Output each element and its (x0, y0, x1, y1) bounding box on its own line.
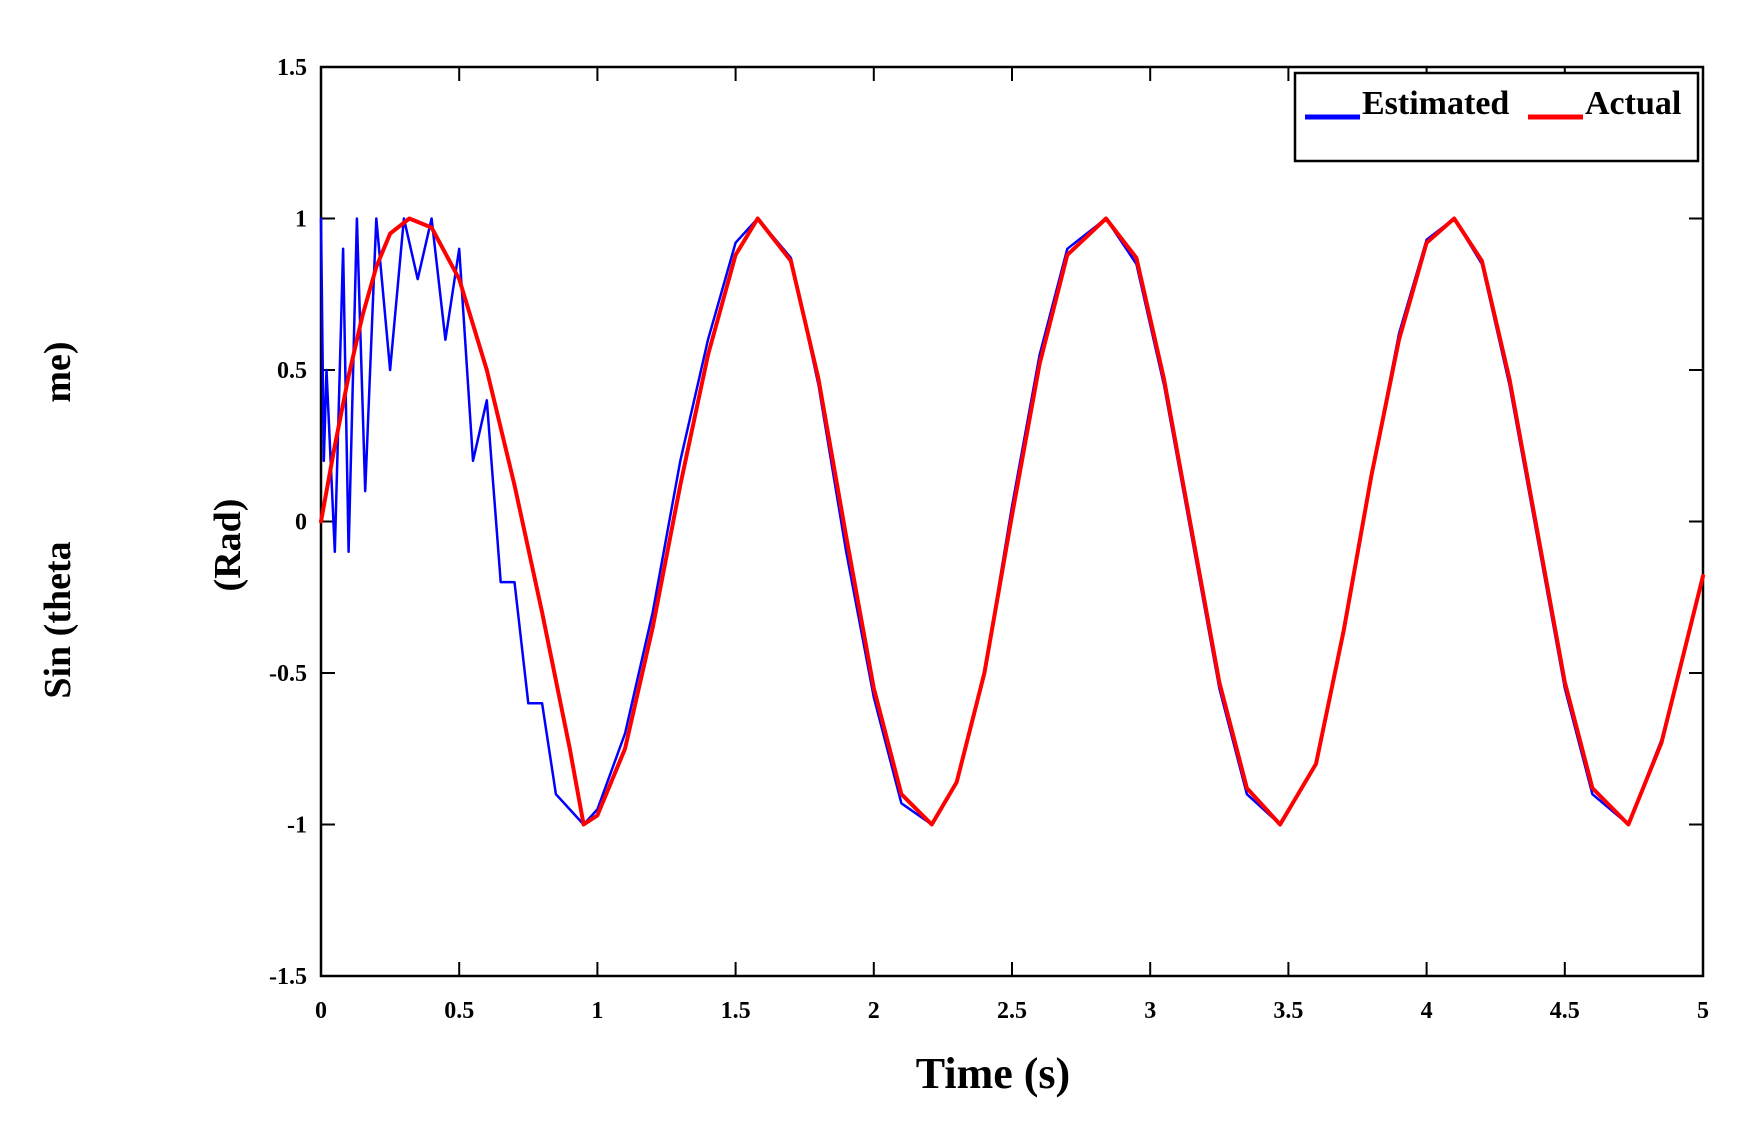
y-axis-label-part-1: Sin (theta (37, 541, 79, 698)
y-axis-label-part-3: (Rad) (207, 499, 249, 592)
series-layer (319, 216, 1705, 827)
x-tick-label: 5 (1697, 998, 1709, 1024)
legend: Estimated Actual (1293, 71, 1700, 163)
y-tick-label: -1.5 (269, 964, 307, 990)
legend-box (1293, 71, 1700, 163)
y-tick-label: 0 (295, 510, 307, 536)
x-tick-label: 0 (315, 998, 327, 1024)
x-tick-label: 1 (591, 998, 603, 1024)
legend-actual-label: Actual (1585, 85, 1681, 122)
y-tick-label: 1.5 (277, 55, 307, 81)
y-axis-ticks: 1.5 1 0.5 0 -0.5 -1 -1.5 (269, 55, 1703, 990)
x-tick-label: 0.5 (444, 998, 474, 1024)
x-tick-label: 4 (1421, 998, 1433, 1024)
x-tick-label: 2.5 (997, 998, 1027, 1024)
x-axis-label: Time (s) (916, 1049, 1070, 1098)
y-tick-label: 0.5 (277, 358, 307, 384)
y-axis-label-part-2: me) (37, 341, 79, 402)
x-tick-label: 1.5 (721, 998, 751, 1024)
legend-estimated-label: Estimated (1362, 85, 1509, 122)
y-tick-label: -1 (287, 813, 307, 839)
y-tick-label: 1 (295, 207, 307, 233)
x-tick-label: 3.5 (1273, 998, 1303, 1024)
x-axis-ticks: 0 0.5 1 1.5 2 2.5 3 3.5 4 4.5 5 (315, 67, 1709, 1024)
x-tick-label: 4.5 (1550, 998, 1580, 1024)
x-tick-label: 3 (1144, 998, 1156, 1024)
series-line-actual (319, 216, 1705, 827)
x-tick-label: 2 (868, 998, 880, 1024)
y-tick-label: -0.5 (269, 661, 307, 687)
